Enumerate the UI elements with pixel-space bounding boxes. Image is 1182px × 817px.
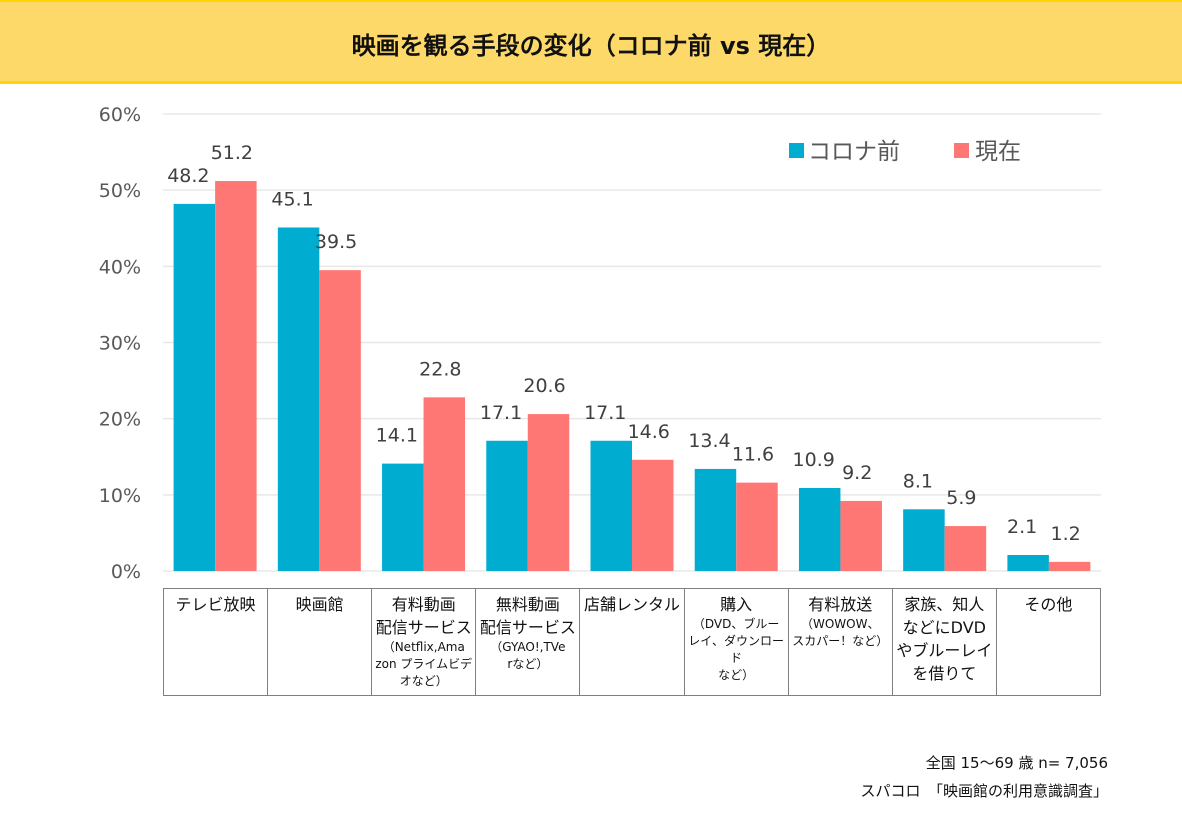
sample-note: 全国 15～69 歳 n= 7,056 [925, 754, 1108, 772]
y-tick-label: 20% [99, 409, 141, 431]
category-cell: 有料動画配信サービス （Netflix,Ama zon プライムビデ オなど） [371, 589, 475, 695]
data-label: 20.6 [523, 375, 565, 397]
data-label: 48.2 [167, 165, 209, 187]
bar-now [215, 181, 257, 571]
bar-before [382, 463, 424, 571]
data-label: 45.1 [271, 188, 313, 210]
y-tick-label: 10% [99, 485, 141, 507]
category-note: （Netflix,Ama [382, 640, 465, 654]
bar-now [423, 397, 466, 571]
category-cell: 店舗レンタル [579, 589, 683, 695]
bar-now [840, 500, 882, 571]
bar-now [527, 414, 570, 571]
category-note: （DVD、ブルー [692, 617, 780, 631]
category-label: 購入 [720, 595, 753, 614]
source-note: スパコロ 「映画館の利用意識調査」 [860, 782, 1108, 800]
title-banner: 映画を観る手段の変化（コロナ前 vs 現在） [0, 0, 1182, 84]
legend-label-before: コロナ前 [808, 139, 900, 165]
y-tick-label: 40% [99, 256, 141, 278]
data-label: 11.6 [732, 444, 774, 466]
category-label: 配信サービス [375, 618, 472, 637]
category-label: やブルーレイ [896, 641, 993, 660]
data-label: 8.1 [903, 470, 933, 492]
category-note: スカパー！など） [792, 634, 889, 648]
data-label: 5.9 [946, 487, 976, 509]
category-label: 家族、知人 [904, 595, 985, 614]
category-note: rなど） [507, 657, 549, 671]
data-label: 17.1 [480, 402, 522, 424]
category-cell: 購入 （DVD、ブルーレイ、ダウンロードなど） [683, 589, 788, 695]
data-label: 17.1 [584, 402, 626, 424]
data-label: 13.4 [688, 430, 730, 452]
bar-before [590, 440, 632, 571]
category-label: 無料動画 [495, 595, 560, 614]
category-note: zon プライムビデ [375, 657, 473, 671]
bar-before [173, 203, 216, 572]
category-note: オなど） [399, 674, 448, 688]
category-cell: その他 [995, 589, 1100, 695]
category-cell: 家族、知人などにDVD やブルーレイ を借りて [891, 589, 996, 695]
category-label: 有料放送 [808, 595, 873, 614]
bars [173, 181, 1091, 572]
y-tick-label: 0% [111, 561, 141, 583]
data-label: 1.2 [1051, 523, 1081, 545]
bar-before [903, 509, 945, 571]
category-note: （GYAO!,TVe [490, 640, 566, 654]
bar-now [736, 482, 778, 571]
y-axis-ticks: 0% 10% 20% 30% 40% 50% 60% [99, 104, 141, 583]
category-note: （WOWOW、 [800, 617, 880, 631]
data-label: 14.1 [376, 425, 418, 447]
category-cell: 無料動画配信サービス （GYAO!,TVe rなど） [475, 589, 579, 695]
legend-swatch-before [789, 143, 804, 158]
category-cell: テレビ放映 [164, 589, 267, 695]
category-table: テレビ放映 映画館 有料動画配信サービス （Netflix,Ama zon プライムビデ… [163, 588, 1101, 696]
data-label: 22.8 [419, 358, 461, 380]
bar-now [944, 526, 987, 571]
legend-label-now: 現在 [975, 139, 1021, 165]
data-label: 10.9 [793, 449, 835, 471]
data-label: 51.2 [211, 142, 253, 164]
y-tick-label: 30% [99, 333, 141, 355]
category-note: など） [718, 668, 755, 682]
category-label: 店舗レンタル [583, 595, 680, 614]
category-label: 有料動画 [391, 595, 456, 614]
y-tick-label: 50% [99, 180, 141, 202]
category-cell: 映画館 [267, 589, 371, 695]
data-label: 14.6 [628, 421, 670, 443]
category-label: その他 [1024, 595, 1073, 614]
bar-now [632, 459, 674, 571]
category-label: を借りて [912, 664, 977, 683]
data-label: 2.1 [1007, 516, 1037, 538]
bar-before [486, 440, 528, 571]
category-label: テレビ放映 [175, 595, 256, 614]
bar-now [319, 270, 361, 571]
data-label: 9.2 [842, 462, 872, 484]
category-label: などにDVD [902, 618, 986, 637]
data-labels: 48.2 45.1 14.1 17.1 17.1 13.4 10.9 8.1 2.1 51.2 39… [167, 142, 1081, 545]
legend-swatch-now [954, 143, 969, 158]
bar-before [1007, 555, 1049, 571]
bar-before [277, 227, 320, 571]
category-note: レイ、ダウンロード [688, 634, 784, 665]
category-label: 映画館 [295, 595, 344, 614]
bar-before [694, 468, 737, 571]
chart-title: 映画を観る手段の変化（コロナ前 vs 現在） [351, 32, 831, 60]
category-cell: 有料放送 （WOWOW、 スカパー！など） [787, 589, 892, 695]
bar-before [798, 487, 841, 571]
y-tick-label: 60% [99, 104, 141, 126]
legend: コロナ前 現在 [789, 139, 1021, 165]
data-label: 39.5 [315, 231, 357, 253]
category-label: 配信サービス [479, 618, 576, 637]
bar-now [1048, 561, 1091, 571]
